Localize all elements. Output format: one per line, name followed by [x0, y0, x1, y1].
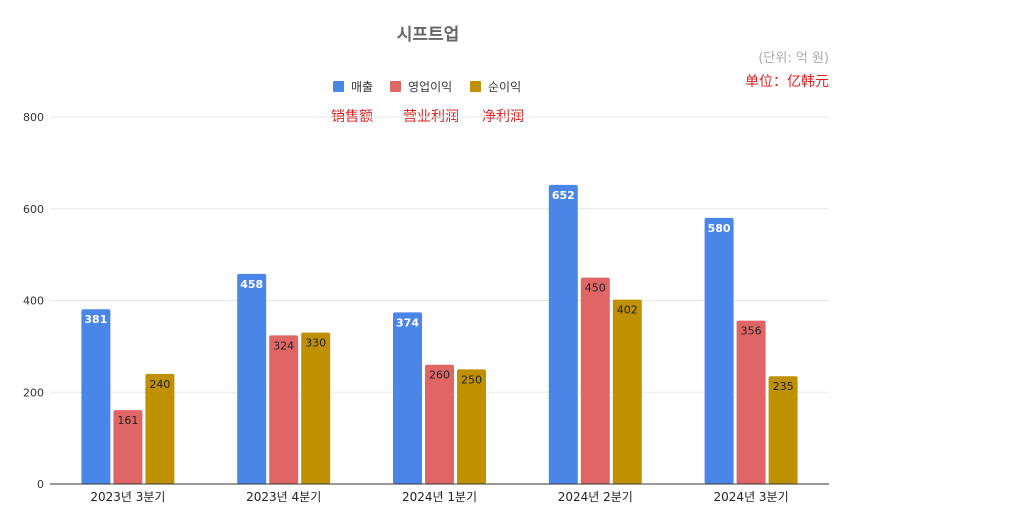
bar: [113, 410, 143, 484]
y-tick-label: 800: [23, 111, 44, 124]
unit-label-translation: 单位：亿韩元: [745, 74, 829, 90]
data-label: 580: [708, 222, 731, 235]
bar: [301, 332, 331, 484]
data-label: 458: [240, 278, 263, 291]
bar: [393, 312, 422, 484]
bar: [768, 376, 798, 484]
chart-title: 시프트업: [397, 25, 460, 45]
y-tick-label: 400: [23, 295, 44, 308]
legend-label: 매출: [351, 80, 373, 94]
y-tick-label: 200: [23, 386, 44, 399]
x-category-label: 2023년 4분기: [246, 490, 321, 504]
bar: [237, 273, 267, 484]
legend-swatch: [390, 81, 401, 92]
data-label: 402: [617, 304, 638, 317]
x-category-label: 2024년 1분기: [402, 490, 477, 504]
legend-swatch: [470, 81, 481, 92]
x-axis: 2023년 3분기 2023년 4분기 2024년 1분기 2024년 2분기 2024…: [50, 483, 829, 504]
x-category-label: 2023년 3분기: [90, 490, 165, 504]
data-label: 324: [273, 339, 294, 352]
x-category-label: 2024년 3분기: [714, 490, 789, 504]
bar: [269, 335, 299, 484]
x-category-label: 2024년 2분기: [558, 490, 633, 504]
bar: [580, 277, 610, 484]
bar: [425, 364, 454, 484]
bar: [704, 217, 734, 485]
data-label: 240: [149, 378, 170, 391]
y-tick-label: 0: [37, 478, 44, 491]
data-label: 235: [773, 380, 794, 393]
bar: [81, 309, 111, 484]
legend-swatch: [333, 81, 344, 92]
data-label: 652: [552, 189, 575, 202]
bar: [457, 369, 486, 484]
data-label: 381: [84, 313, 107, 326]
bar: [736, 320, 766, 484]
unit-label: (단위: 억 원): [758, 51, 829, 66]
legend-label: 순이익: [488, 80, 521, 94]
data-label: 161: [117, 414, 138, 427]
data-label: 356: [741, 325, 762, 338]
data-label: 330: [305, 337, 326, 350]
y-tick-label: 600: [23, 203, 44, 216]
legend-label: 영업이익: [408, 80, 452, 94]
bars: 381 161 240 458 324 330 374 260 250 652 450 402 580 3…: [81, 184, 798, 485]
bar: [145, 373, 175, 484]
bar: [612, 299, 642, 484]
data-label: 450: [585, 282, 606, 295]
y-axis: 0 200 400 600 800: [23, 111, 44, 491]
data-label: 260: [429, 369, 450, 382]
bar: [548, 184, 578, 484]
data-label: 374: [396, 316, 419, 329]
data-label: 250: [461, 373, 482, 386]
